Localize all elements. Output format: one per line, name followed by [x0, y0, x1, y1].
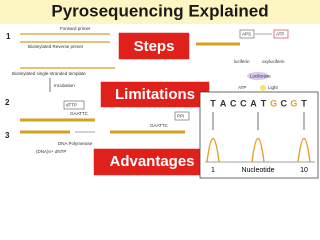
advantages-button-label[interactable]: Advantages	[109, 153, 194, 170]
sequence-letter: T	[261, 98, 267, 108]
thumbnail: Pyrosequencing Explained 1 Forward prime…	[0, 0, 320, 179]
sequence-letter: T	[301, 98, 307, 108]
label: Forward primer	[60, 26, 91, 31]
steps-button-label[interactable]: Steps	[134, 38, 175, 55]
label: (DNA)n+ dNTP	[36, 149, 66, 154]
step-number: 1	[6, 32, 11, 41]
title: Pyrosequencing Explained	[51, 1, 268, 20]
peak	[206, 138, 220, 163]
label-box	[239, 29, 255, 39]
axis-label: Nucleotide	[241, 167, 274, 174]
sequence-letter: T	[210, 98, 216, 108]
label: dTTP	[66, 103, 77, 108]
label: PPi	[177, 114, 184, 119]
label: ATP	[276, 32, 284, 37]
pyrogram-frame	[199, 91, 319, 179]
label-box	[174, 111, 190, 121]
title-band	[0, 0, 320, 24]
label: Biotinylated single-stranded template	[12, 71, 86, 76]
label: Light	[268, 85, 279, 90]
axis-label: 1	[211, 167, 215, 174]
limitations-button-label[interactable]: Limitations	[115, 86, 195, 103]
peak	[251, 138, 265, 163]
label: Luciferase	[250, 74, 271, 79]
label-box	[63, 100, 85, 110]
sequence-letter: C	[281, 98, 288, 108]
label: APS	[242, 32, 251, 37]
step-number: 3	[5, 131, 10, 140]
sequence-letter: G	[270, 98, 277, 108]
sequence-letter: A	[220, 98, 227, 108]
sequence-letter: C	[240, 98, 247, 108]
limitations-button[interactable]	[99, 80, 211, 109]
steps-button[interactable]	[117, 31, 191, 61]
step-number: 2	[5, 98, 10, 107]
label-box	[273, 29, 289, 39]
peak	[297, 138, 311, 163]
page: Pyrosequencing Explained 1 Forward prime…	[0, 0, 320, 180]
axis-label: 10	[300, 167, 308, 174]
label: Incubation	[54, 83, 75, 88]
light-icon	[260, 85, 266, 91]
label: GAATTC	[150, 123, 169, 128]
sequence-letter: C	[230, 98, 237, 108]
label: DNA Polymerase	[58, 141, 93, 146]
label: oxyluciferin	[262, 59, 285, 64]
enzyme	[247, 72, 269, 80]
label: luciferin	[234, 59, 250, 64]
sequence-letter: G	[290, 98, 297, 108]
label: Biotinylated Reverse primer	[28, 44, 84, 49]
label: GAATTC	[70, 111, 89, 116]
pyrogram: 1 Nucleotide 10 TACCATGCGT5	[199, 91, 319, 179]
label: ATP	[238, 85, 246, 90]
advantages-button[interactable]	[92, 147, 212, 177]
sequence-letter: A	[250, 98, 257, 108]
